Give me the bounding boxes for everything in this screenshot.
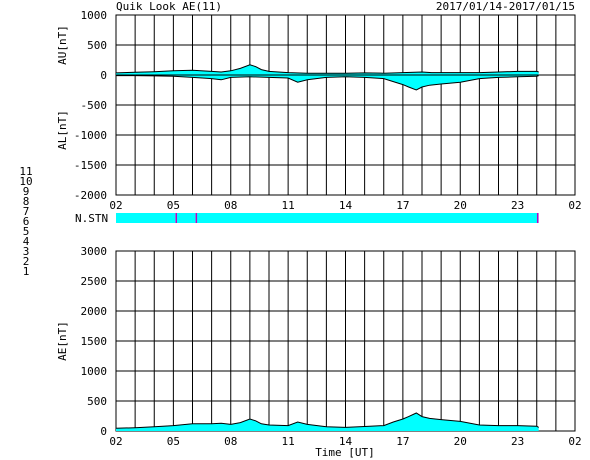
au-al-series	[115, 64, 539, 91]
station-count-segment	[195, 213, 539, 223]
ae-y-tick-label: 0	[100, 425, 107, 438]
au-al-y-tick-label: -1500	[74, 159, 107, 172]
au-al-x-tick-label: 08	[224, 199, 237, 212]
au-line	[115, 64, 539, 74]
au-al-y-tick-label: -2000	[74, 189, 107, 202]
ae-y-tick-label: 2500	[81, 275, 108, 288]
ae-x-tick-label: 08	[224, 435, 237, 448]
au-al-x-tick-label: 14	[339, 199, 353, 212]
ae-x-tick-labels: 02 05 08 11 14 17 20 23 02	[109, 435, 581, 448]
au-al-y-tick-label: -500	[81, 99, 108, 112]
au-al-panel: 1000 500 0 -500 -1000 -1500 -2000 02 05 08 11 14 17…	[56, 9, 582, 212]
au-al-x-tick-label: 23	[511, 199, 524, 212]
ae-x-tick-label: 02	[109, 435, 122, 448]
station-legend-item: 3	[23, 245, 30, 258]
ae-line	[115, 412, 539, 429]
station-legend-item: 5	[23, 225, 30, 238]
station-legend-item: 4	[23, 235, 30, 248]
date-range-label: 2017/01/14-2017/01/15	[436, 0, 575, 13]
ae-x-tick-label: 02	[568, 435, 581, 448]
station-count-segment	[116, 213, 176, 223]
ae-y-tick-label: 1000	[81, 365, 108, 378]
au-al-x-tick-label: 17	[396, 199, 409, 212]
au-al-y-tick-label: 1000	[81, 9, 108, 22]
station-count-panel: N.STN	[75, 212, 539, 225]
ae-y-tick-label: 2000	[81, 305, 108, 318]
al-area	[116, 75, 539, 90]
ae-x-tick-label: 20	[454, 435, 467, 448]
ae-area	[116, 413, 539, 431]
ae-grid	[116, 251, 575, 431]
au-al-x-tick-labels: 02 05 08 11 14 17 20 23 02	[109, 199, 581, 212]
al-axis-label: AL[nT]	[56, 110, 69, 150]
au-al-x-tick-label: 05	[167, 199, 180, 212]
ae-x-tick-label: 23	[511, 435, 524, 448]
au-al-x-tick-label: 02	[568, 199, 581, 212]
au-area	[116, 64, 539, 75]
au-al-y-tick-labels: 1000 500 0 -500 -1000 -1500 -2000	[74, 9, 107, 202]
station-legend-item: 9	[23, 185, 30, 198]
al-line	[116, 75, 539, 91]
ae-x-tick-label: 05	[167, 435, 180, 448]
ae-y-tick-labels: 3000 2500 2000 1500 1000 500 0	[81, 245, 108, 438]
ae-y-tick-label: 500	[87, 395, 107, 408]
time-axis-label: Time [UT]	[315, 446, 375, 459]
au-al-x-tick-label: 20	[454, 199, 467, 212]
ae-axis-label: AE[nT]	[56, 321, 69, 361]
au-al-y-tick-label: -1000	[74, 129, 107, 142]
station-count-segment	[175, 213, 196, 223]
au-al-y-tick-label: 0	[100, 69, 107, 82]
ae-y-tick-label: 1500	[81, 335, 108, 348]
station-legend-item: 11	[19, 165, 32, 178]
station-count-bars	[116, 213, 539, 223]
station-legend-item: 7	[23, 205, 30, 218]
station-legend-item: 10	[19, 175, 32, 188]
station-legend-item: 2	[23, 255, 30, 268]
station-legend-item: 6	[23, 215, 30, 228]
ae-x-tick-label: 17	[396, 435, 409, 448]
ae-x-tick-label: 14	[339, 435, 353, 448]
figure-title: Quik Look AE(11)	[116, 0, 222, 13]
ae-y-tick-label: 3000	[81, 245, 108, 258]
ae-panel: 3000 2500 2000 1500 1000 500 0 02 05 08 11 14 17 20 2…	[56, 245, 582, 459]
ae-series	[115, 412, 539, 431]
station-count-label: N.STN	[75, 212, 108, 225]
station-legend-item: 1	[23, 265, 30, 278]
au-axis-label: AU[nT]	[56, 25, 69, 65]
station-legend-item: 8	[23, 195, 30, 208]
au-al-x-tick-label: 11	[282, 199, 295, 212]
au-al-x-tick-label: 02	[109, 199, 122, 212]
au-al-y-tick-label: 500	[87, 39, 107, 52]
ae-x-tick-label: 11	[282, 435, 295, 448]
